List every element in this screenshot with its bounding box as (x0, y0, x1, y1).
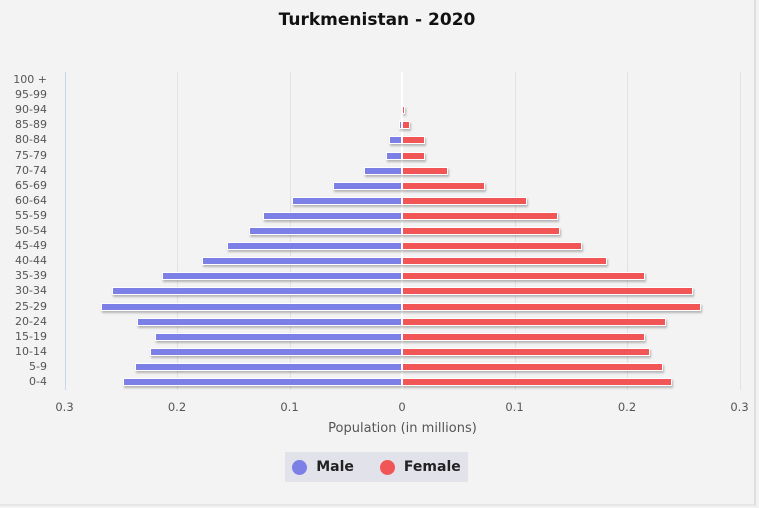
bar-male[interactable] (123, 378, 402, 386)
y-label: 25-29 (15, 299, 47, 313)
bar-female[interactable] (402, 211, 559, 220)
bar-female[interactable] (402, 121, 410, 130)
bar-female[interactable] (402, 287, 694, 296)
bar-female[interactable] (402, 272, 645, 281)
bar-female[interactable] (402, 242, 582, 251)
bar-female[interactable] (402, 227, 560, 235)
y-label: 35-39 (15, 269, 47, 283)
bar-female[interactable] (402, 362, 663, 371)
gridline (739, 72, 741, 390)
y-label: 30-34 (15, 284, 47, 298)
bar-male[interactable] (162, 272, 402, 281)
x-tick-label: 0.2 (617, 400, 637, 414)
bar-female[interactable] (402, 106, 405, 115)
x-tick-label: 0 (398, 400, 406, 414)
y-label: 40-44 (15, 254, 47, 268)
y-label: 20-24 (15, 314, 47, 328)
bar-female[interactable] (402, 332, 645, 341)
bar-male[interactable] (135, 362, 402, 371)
gridline (627, 72, 628, 390)
bar-male[interactable] (398, 121, 402, 130)
x-axis-title: Population (in millions) (328, 421, 477, 436)
bar-female[interactable] (402, 151, 425, 160)
legend: Male Female (285, 452, 468, 482)
bar-male[interactable] (150, 347, 402, 356)
y-label: 100 + (13, 73, 47, 86)
y-label: 70-74 (15, 163, 47, 177)
bar-male[interactable] (262, 211, 402, 220)
y-label: 95-99 (15, 88, 47, 102)
bar-male[interactable] (136, 317, 402, 326)
bar-male[interactable] (249, 227, 402, 235)
bar-female[interactable] (402, 302, 702, 311)
y-label: 75-79 (15, 148, 47, 162)
bar-female[interactable] (402, 181, 486, 190)
bar-female[interactable] (402, 347, 650, 356)
y-axis-line (65, 72, 66, 390)
bar-male[interactable] (201, 257, 402, 266)
x-tick-label: 0.3 (55, 400, 74, 414)
bar-male[interactable] (388, 136, 402, 145)
y-label: 90-94 (15, 103, 47, 117)
bar-male[interactable] (226, 242, 402, 251)
chart-title: Turkmenistan - 2020 (278, 10, 476, 30)
bar-female[interactable] (402, 257, 607, 266)
y-label: 50-54 (15, 224, 47, 237)
bar-female[interactable] (402, 317, 667, 326)
y-label: 80-84 (15, 133, 47, 147)
y-label: 85-89 (15, 118, 47, 132)
legend-item-male[interactable]: Male (292, 459, 354, 475)
y-label: 65-69 (15, 178, 47, 192)
bar-female[interactable] (402, 136, 425, 145)
x-tick-label: 0.3 (730, 400, 749, 414)
bar-male[interactable] (363, 166, 402, 175)
bar-male[interactable] (111, 287, 402, 296)
gridline (177, 72, 178, 390)
y-label: 45-49 (15, 239, 47, 253)
bar-female[interactable] (402, 378, 672, 386)
male-dot-icon (292, 459, 308, 475)
legend-label-female: Female (403, 459, 461, 475)
bar-male[interactable] (333, 181, 402, 190)
x-tick-label: 0.1 (280, 400, 299, 414)
y-label: 55-59 (15, 208, 47, 222)
y-label: 0-4 (29, 375, 47, 388)
x-tick-label: 0.1 (505, 400, 524, 414)
bar-female[interactable] (402, 166, 449, 175)
legend-item-female[interactable]: Female (379, 459, 461, 475)
bar-female[interactable] (402, 196, 527, 205)
bar-male[interactable] (100, 302, 402, 311)
female-dot-icon (379, 459, 395, 475)
bar-male[interactable] (386, 151, 402, 160)
legend-label-male: Male (316, 459, 354, 475)
bar-male[interactable] (291, 196, 402, 205)
y-label: 15-19 (15, 329, 47, 343)
y-label: 5-9 (29, 359, 47, 373)
x-tick-label: 0.2 (167, 400, 187, 414)
bar-male[interactable] (154, 332, 402, 341)
y-label: 60-64 (15, 193, 47, 207)
y-label: 10-14 (15, 344, 47, 358)
